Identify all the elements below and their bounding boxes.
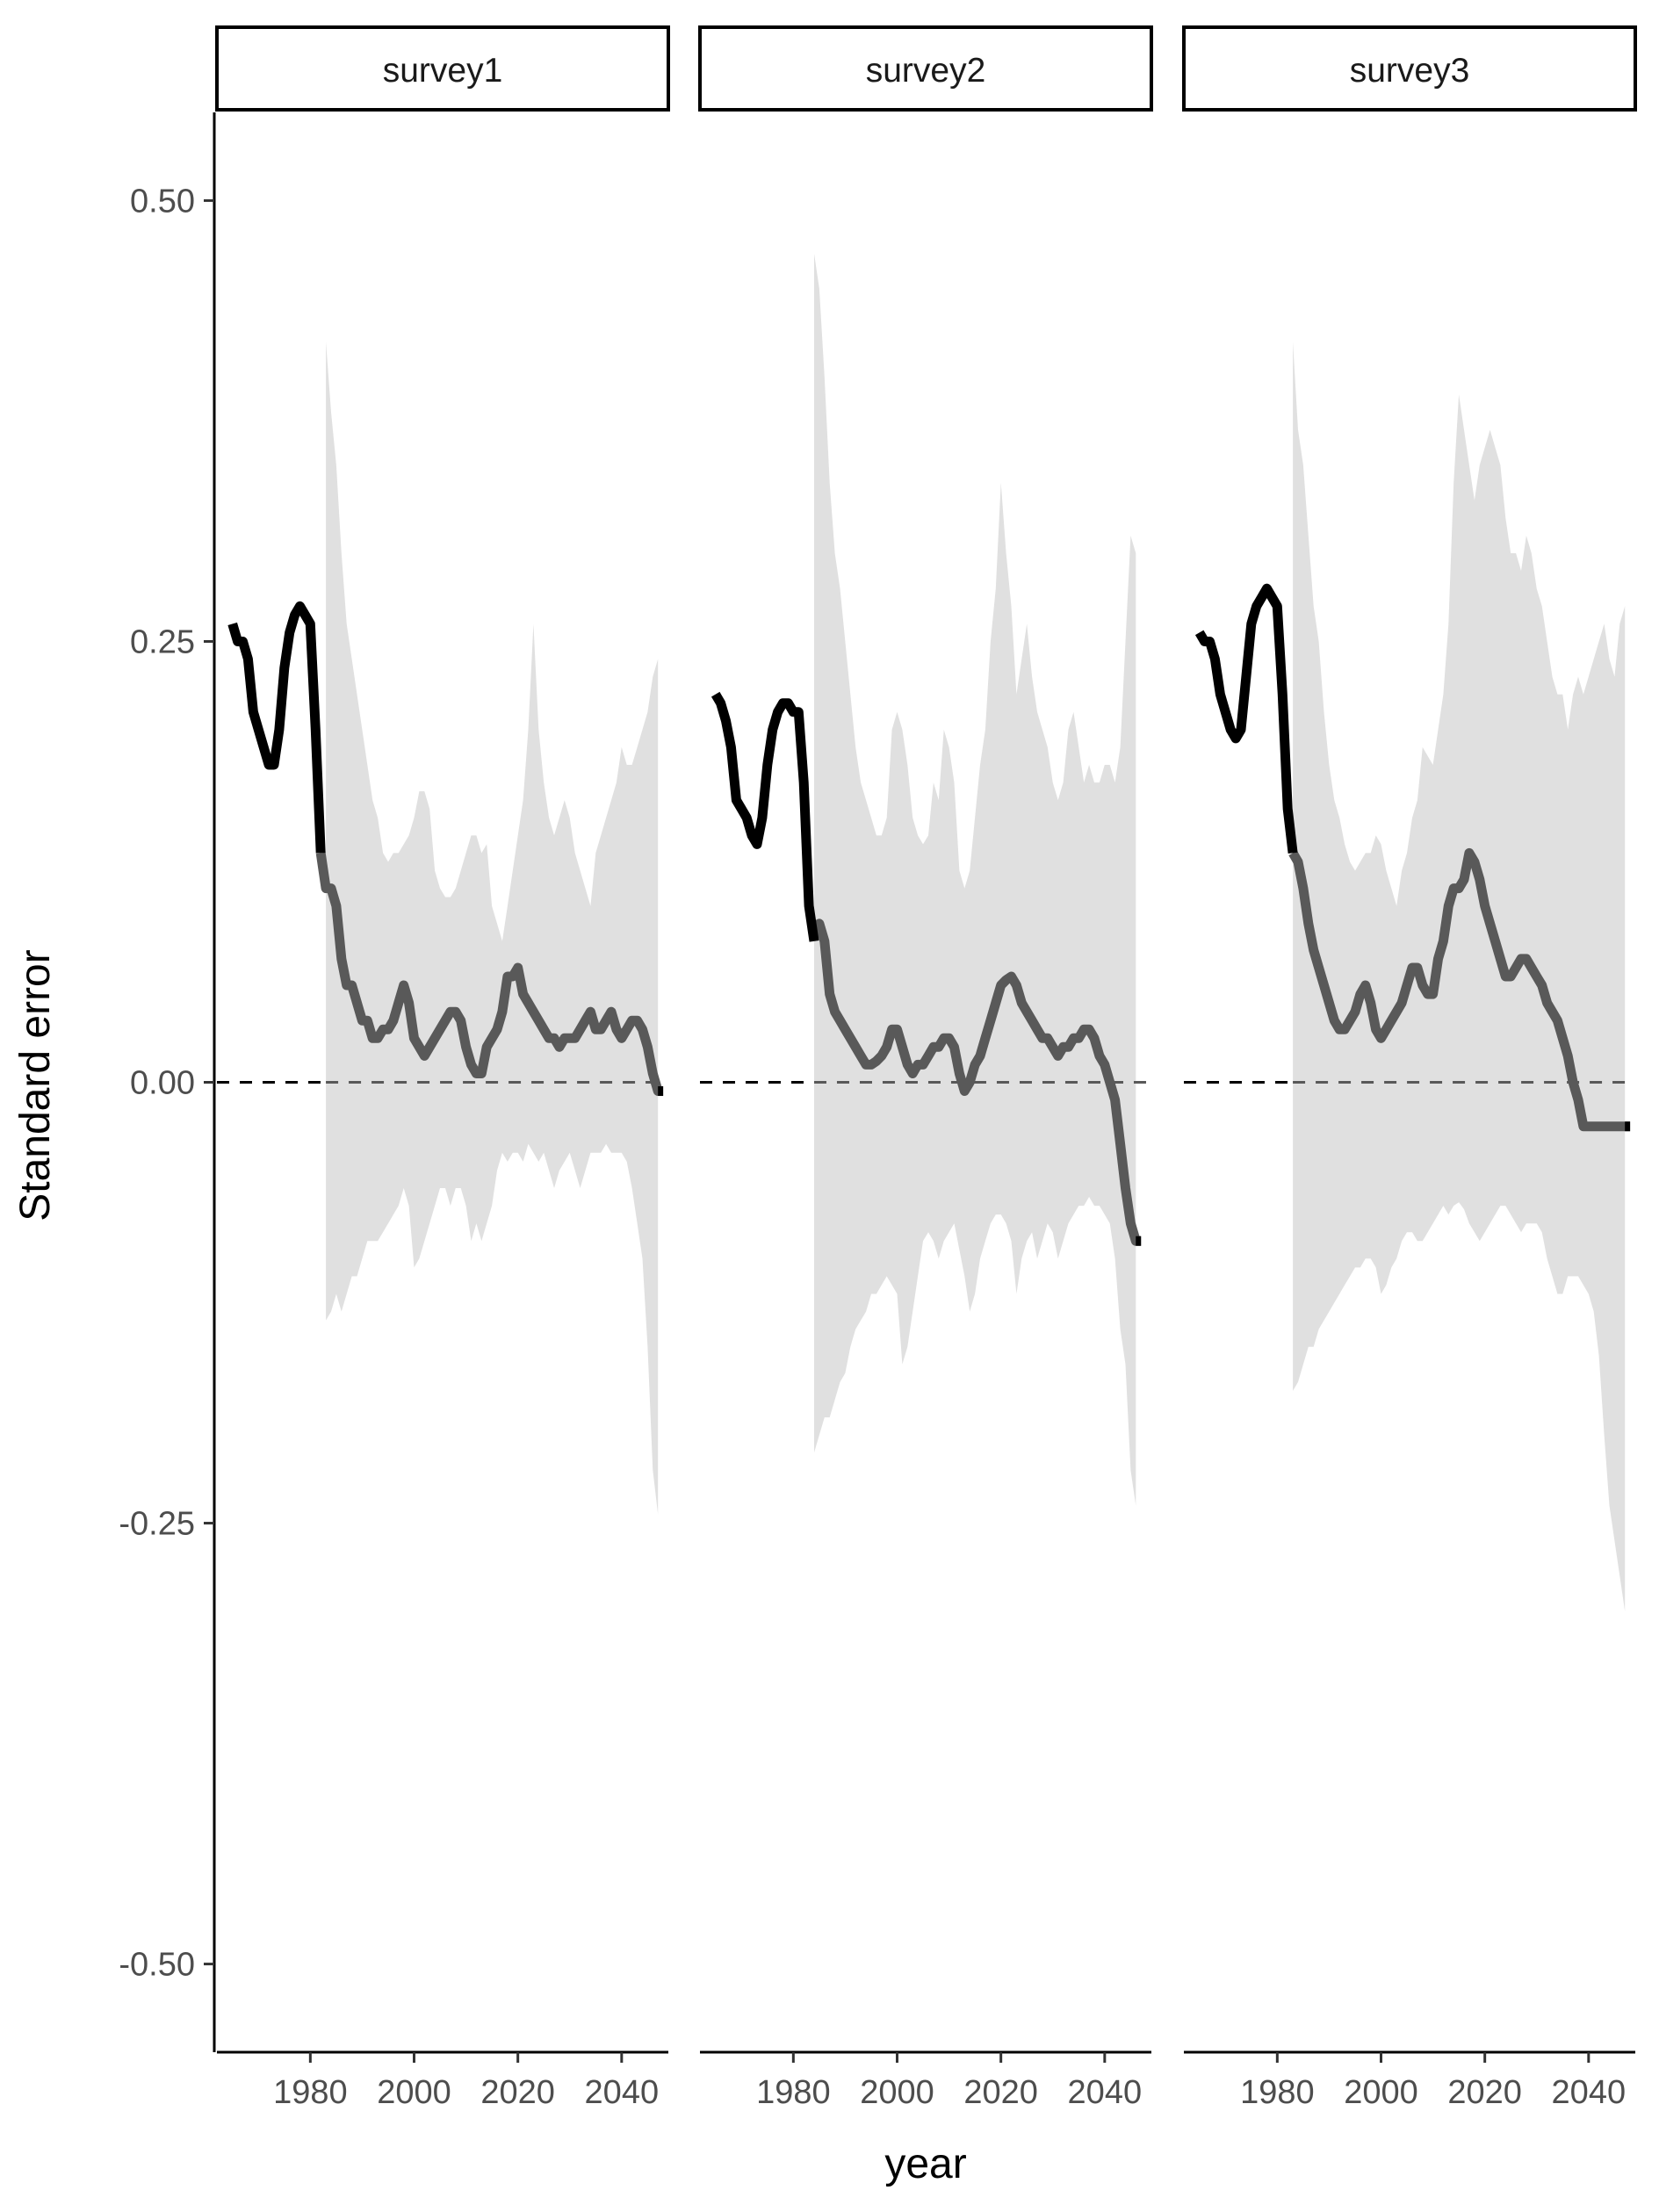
y-tick-label: -0.50 — [119, 1947, 195, 1984]
x-tick-label: 1980 — [756, 2074, 831, 2111]
historical-series-line-survey1 — [227, 601, 326, 854]
confidence-ribbon-survey3 — [1293, 342, 1626, 1612]
x-tick-label: 2040 — [1068, 2074, 1143, 2111]
projection-series-line-survey2 — [810, 919, 1142, 1246]
historical-series-line-survey2 — [710, 691, 819, 942]
y-tick-label: -0.25 — [119, 1506, 195, 1543]
x-tick-label: 2020 — [963, 2074, 1038, 2111]
panel-survey1: survey1 1980 2000 2020 2040 — [215, 25, 670, 2111]
x-tick-label: 2000 — [377, 2074, 451, 2111]
panel-strip-survey3 — [1182, 25, 1637, 112]
x-axis-ticks-survey2: 1980 2000 2020 2040 — [756, 2052, 1142, 2111]
x-tick-label: 2000 — [1344, 2074, 1418, 2111]
x-axis-ticks-survey1: 1980 2000 2020 2040 — [273, 2052, 659, 2111]
x-tick-label: 2040 — [1552, 2074, 1627, 2111]
historical-series-line-survey3 — [1194, 583, 1298, 854]
panel-strip-survey2 — [698, 25, 1153, 112]
panel-survey3: survey3 1980 2000 2020 2040 — [1182, 25, 1637, 2111]
y-tick-label: 0.50 — [130, 183, 195, 220]
y-tick-label: 0.25 — [130, 623, 195, 660]
x-tick-label: 1980 — [273, 2074, 348, 2111]
x-axis-title: year — [884, 2141, 966, 2187]
y-axis-ticks: -0.50 -0.25 0.00 0.25 0.50 — [119, 183, 214, 1984]
panel-plot-survey3 — [1184, 342, 1635, 1612]
x-tick-label: 2020 — [1447, 2074, 1522, 2111]
panel-strip-label-survey3: survey3 — [1350, 52, 1470, 90]
x-tick-label: 2040 — [585, 2074, 660, 2111]
panel-survey2: survey2 1980 2000 2020 2040 — [698, 25, 1153, 2111]
panel-strip-label-survey1: survey1 — [383, 52, 503, 90]
y-axis: -0.50 -0.25 0.00 0.25 0.50 — [119, 112, 216, 2052]
panel-strip-survey1 — [215, 25, 670, 112]
x-axis-ticks-survey3: 1980 2000 2020 2040 — [1240, 2052, 1626, 2111]
projection-series-line-survey3 — [1288, 847, 1631, 1132]
projection-series-line-survey1 — [315, 852, 664, 1096]
panel-plot-survey1 — [217, 342, 668, 1515]
x-tick-label: 2020 — [480, 2074, 555, 2111]
confidence-ribbon-survey1 — [326, 342, 659, 1515]
panel-strip-label-survey2: survey2 — [866, 52, 986, 90]
y-tick-label: 0.00 — [130, 1065, 195, 1102]
x-tick-label: 2000 — [860, 2074, 934, 2111]
y-axis-title: Standard error — [12, 949, 59, 1221]
x-tick-label: 1980 — [1240, 2074, 1315, 2111]
panel-plot-survey2 — [700, 253, 1151, 1506]
confidence-ribbon-survey2 — [814, 253, 1136, 1506]
